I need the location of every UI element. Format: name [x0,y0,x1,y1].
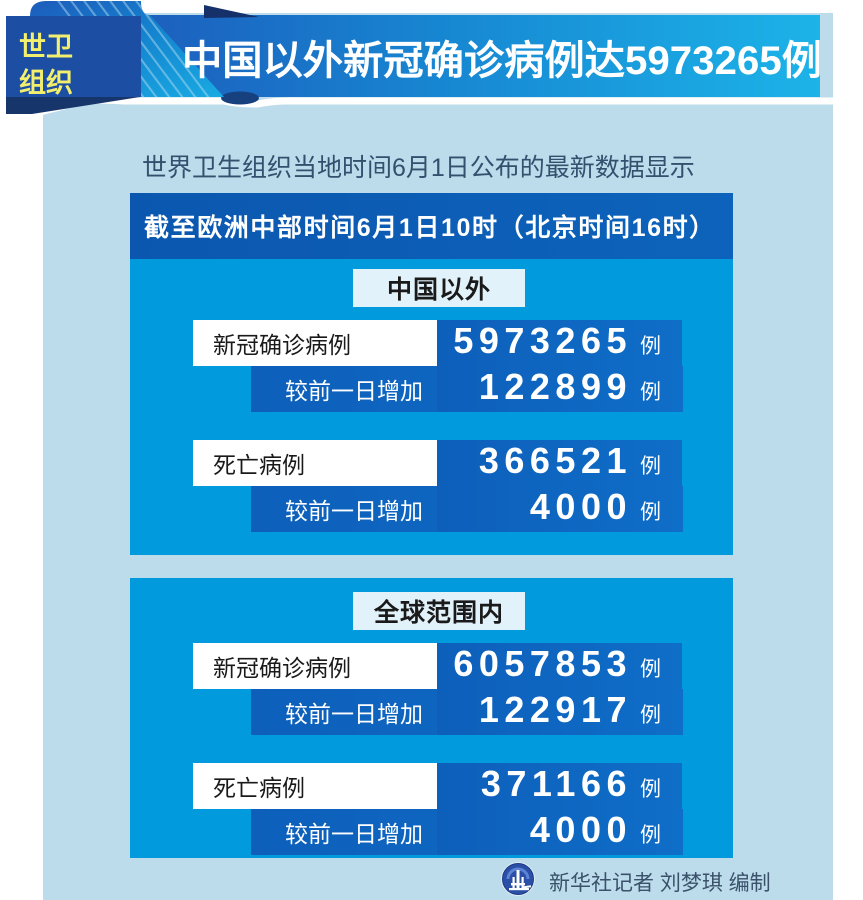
svg-text:中国以外新冠确诊病例达5973265例: 中国以外新冠确诊病例达5973265例 [182,39,822,83]
svg-text:组织: 组织 [19,67,73,98]
svg-text:世卫: 世卫 [19,32,73,62]
